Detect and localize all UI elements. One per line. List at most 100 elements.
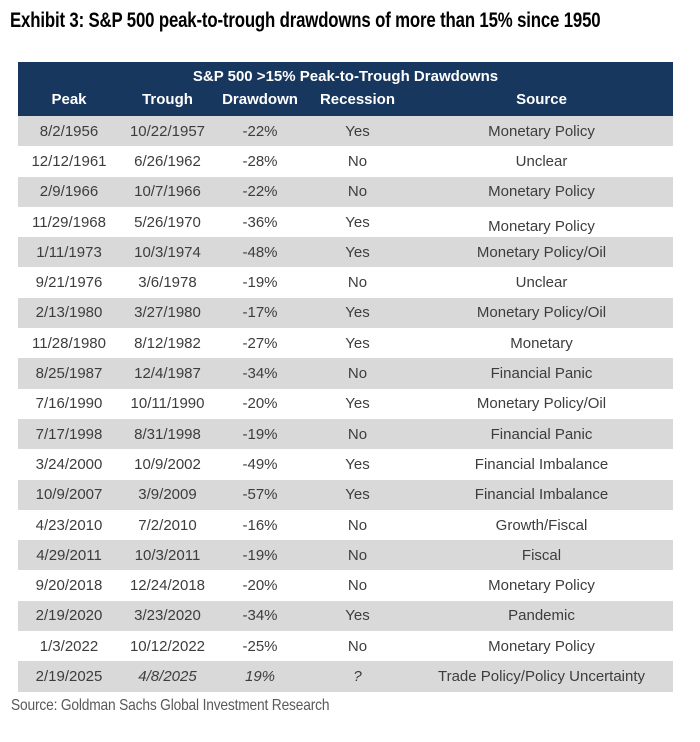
source-cell: Monetary Policy bbox=[488, 183, 595, 201]
peak-cell: 7/17/1998 bbox=[35, 425, 103, 443]
peak-cell: 9/20/2018 bbox=[35, 577, 103, 595]
drawdown-cell: -27% bbox=[242, 334, 278, 352]
recession-cell: Yes bbox=[345, 243, 370, 261]
table-row: 8/2/1956 10/22/1957 -22% Yes Monetary Policy bbox=[18, 116, 673, 147]
table-body: 8/2/1956 10/22/1957 -22% Yes Monetary Policy… bbox=[18, 116, 673, 692]
peak-cell: 8/2/1956 bbox=[39, 122, 99, 140]
table-row: 11/28/1980 8/12/1982 -27% Yes Monetary bbox=[18, 328, 673, 359]
recession-cell: No bbox=[347, 152, 368, 170]
recession-cell: No bbox=[347, 425, 368, 443]
table-row: 2/19/2025 4/8/2025 19%? Trade Policy/Policy… bbox=[18, 661, 673, 692]
trough-cell: 8/31/1998 bbox=[134, 425, 201, 443]
column-header-drawdown: Drawdown bbox=[215, 89, 305, 116]
peak-cell: 10/9/2007 bbox=[35, 486, 103, 504]
table-row: 7/16/1990 10/11/1990 -20% Yes Monetary Polic… bbox=[18, 388, 673, 419]
recession-cell: Yes bbox=[345, 455, 370, 473]
recession-cell: Yes bbox=[345, 486, 370, 504]
source-cell: Financial Imbalance bbox=[474, 455, 609, 473]
trough-cell: 10/12/2022 bbox=[129, 637, 206, 655]
table-row: 2/9/1966 10/7/1966 -22% No Monetary Policy bbox=[18, 176, 673, 207]
source-cell: Monetary Policy bbox=[488, 218, 595, 236]
table-row: 4/23/2010 7/2/2010 -16% No Growth/Fiscal bbox=[18, 509, 673, 541]
table-row: 12/12/1961 6/26/1962 -28% No Unclear bbox=[18, 146, 673, 177]
drawdown-cell: 19% bbox=[244, 667, 276, 685]
trough-cell: 12/4/1987 bbox=[134, 365, 201, 383]
peak-cell: 11/29/1968 bbox=[32, 213, 106, 231]
source-cell: Monetary Policy/Oil bbox=[476, 243, 607, 261]
drawdown-cell: -22% bbox=[242, 122, 278, 140]
table-row: 9/21/1976 3/6/1978 -19% No Unclear bbox=[18, 267, 673, 298]
peak-cell: 12/12/1961 bbox=[31, 152, 107, 170]
drawdown-cell: -28% bbox=[242, 152, 278, 170]
peak-cell: 4/29/2011 bbox=[36, 546, 102, 564]
drawdown-cell: -25% bbox=[242, 637, 278, 655]
drawdown-cell: -20% bbox=[242, 395, 278, 413]
column-header-peak: Peak bbox=[18, 89, 120, 116]
drawdown-cell: -22% bbox=[242, 183, 278, 201]
source-cell: Financial Imbalance bbox=[474, 486, 609, 504]
peak-cell: 3/24/2000 bbox=[35, 455, 103, 473]
column-header-trough: Trough bbox=[120, 89, 215, 116]
trough-cell: 5/26/1970 bbox=[134, 213, 201, 231]
source-cell: Monetary Policy bbox=[488, 122, 595, 140]
table-row: 10/9/2007 3/9/2009 -57% Yes Financial Imbala… bbox=[18, 479, 673, 510]
drawdown-cell: -36% bbox=[242, 213, 278, 231]
recession-cell: No bbox=[347, 516, 368, 534]
source-cell: Monetary Policy/Oil bbox=[476, 304, 607, 322]
drawdown-cell: -16% bbox=[242, 516, 278, 534]
table-row: 7/17/1998 8/31/1998 -19% No Financial Panic bbox=[18, 418, 673, 450]
table-row: 11/29/1968 5/26/1970 -36% Yes Monetary Polic… bbox=[18, 206, 673, 238]
recession-cell: No bbox=[347, 577, 368, 595]
column-header-recession: Recession bbox=[305, 89, 410, 116]
peak-cell: 11/28/1980 bbox=[32, 334, 106, 352]
table-row: 1/11/1973 10/3/1974 -48% Yes Monetary Policy… bbox=[18, 237, 673, 268]
trough-cell: 10/3/1974 bbox=[134, 243, 201, 261]
trough-cell: 4/8/2025 bbox=[138, 667, 197, 685]
recession-cell: Yes bbox=[345, 334, 370, 352]
recession-cell: Yes bbox=[345, 607, 370, 625]
trough-cell: 10/22/1957 bbox=[129, 122, 206, 140]
trough-cell: 8/12/1982 bbox=[134, 334, 201, 352]
trough-cell: 7/2/2010 bbox=[138, 516, 197, 534]
recession-cell: No bbox=[347, 274, 368, 292]
recession-cell: ? bbox=[353, 667, 362, 685]
recession-cell: No bbox=[347, 365, 368, 383]
source-cell: Pandemic bbox=[508, 607, 575, 625]
table-row: 1/3/2022 10/12/2022 -25% No Monetary Policy bbox=[18, 631, 673, 662]
table-row: 2/13/1980 3/27/1980 -17% Yes Monetary Policy… bbox=[18, 297, 673, 329]
drawdown-cell: -20% bbox=[242, 577, 278, 595]
exhibit-title: Exhibit 3: S&P 500 peak-to-trough drawdo… bbox=[10, 9, 601, 32]
source-note: Source: Goldman Sachs Global Investment … bbox=[11, 697, 330, 714]
drawdown-cell: -48% bbox=[242, 243, 278, 261]
trough-cell: 10/7/1966 bbox=[134, 183, 201, 201]
source-cell: Unclear bbox=[515, 152, 568, 170]
source-cell: Monetary bbox=[510, 334, 573, 352]
trough-cell: 3/27/1980 bbox=[134, 304, 201, 322]
table-title: S&P 500 >15% Peak-to-Trough Drawdowns bbox=[18, 62, 673, 89]
peak-cell: 2/13/1980 bbox=[35, 304, 103, 322]
peak-cell: 1/11/1973 bbox=[36, 243, 102, 261]
peak-cell: 8/25/1987 bbox=[35, 365, 103, 383]
peak-cell: 9/21/1976 bbox=[35, 274, 103, 292]
table-row: 8/25/1987 12/4/1987 -34% No Financial Panic bbox=[18, 358, 673, 389]
recession-cell: No bbox=[347, 637, 368, 655]
trough-cell: 10/3/2011 bbox=[134, 546, 201, 564]
source-cell: Trade Policy/Policy Uncertainty bbox=[437, 667, 646, 685]
source-cell: Financial Panic bbox=[490, 425, 593, 443]
table-title-row: S&P 500 >15% Peak-to-Trough Drawdowns bbox=[18, 62, 673, 89]
source-cell: Fiscal bbox=[521, 546, 562, 564]
drawdown-cell: -17% bbox=[242, 304, 278, 322]
source-cell: Monetary Policy bbox=[488, 637, 595, 655]
table-row: 4/29/2011 10/3/2011 -19% No Fiscal bbox=[18, 540, 673, 571]
trough-cell: 3/9/2009 bbox=[138, 486, 197, 504]
source-cell: Unclear bbox=[515, 274, 568, 292]
peak-cell: 7/16/1990 bbox=[35, 395, 103, 413]
recession-cell: Yes bbox=[345, 122, 370, 140]
trough-cell: 12/24/2018 bbox=[129, 577, 206, 595]
trough-cell: 10/9/2002 bbox=[134, 455, 201, 473]
recession-cell: No bbox=[347, 546, 368, 564]
drawdown-cell: -57% bbox=[242, 486, 278, 504]
peak-cell: 2/19/2025 bbox=[35, 667, 103, 685]
recession-cell: Yes bbox=[345, 213, 370, 231]
table-row: 2/19/2020 3/23/2020 -34% Yes Pandemic bbox=[18, 600, 673, 632]
